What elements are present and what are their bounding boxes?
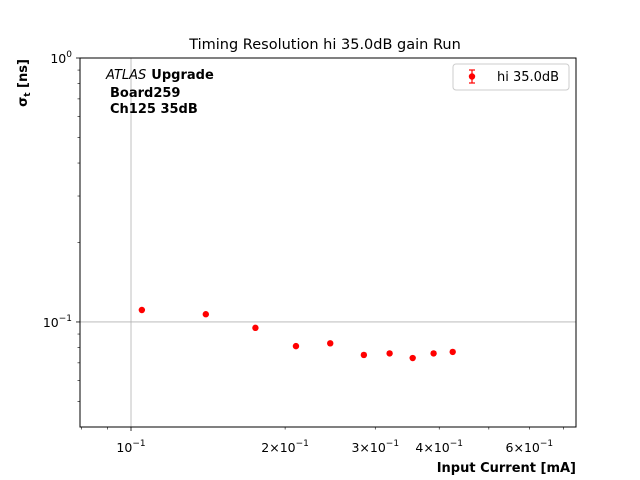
y-axis-label: σt [ns] (16, 59, 33, 107)
x-tick-label: 3×10−1 (351, 439, 399, 455)
plot-area-frame (79, 57, 577, 428)
legend: hi 35.0dB (452, 63, 570, 91)
y-tick-label: 100 (50, 50, 72, 66)
data-point (252, 324, 259, 332)
annotation-upgrade: Upgrade (151, 68, 214, 83)
x-tick-label: 10−1 (116, 439, 145, 455)
y-axis-label-subscript: t (23, 92, 33, 97)
x-axis-label: Input Current [mA] (437, 461, 576, 476)
annotation-line-1: ATLAS Upgrade (105, 68, 214, 83)
legend-label: hi 35.0dB (497, 70, 559, 85)
y-tick-label: 10−1 (43, 314, 72, 330)
legend-box (452, 63, 570, 91)
x-tick-label: 2×10−1 (261, 439, 309, 455)
data-point (449, 348, 456, 356)
annotation-atlas: ATLAS (105, 68, 146, 83)
data-point (386, 350, 393, 357)
data-point (327, 340, 334, 347)
data-point (202, 311, 210, 318)
annotation-board: Board259 (110, 86, 180, 101)
data-point (292, 342, 300, 350)
chart-title: Timing Resolution hi 35.0dB gain Run (188, 37, 461, 53)
x-tick-label: 6×10−1 (506, 439, 554, 455)
data-point (430, 350, 437, 357)
experiment-annotation: ATLAS Upgrade Board259 Ch125 35dB (105, 68, 214, 117)
x-tick-label: 4×10−1 (415, 439, 463, 455)
y-axis-label-symbol: σ (16, 97, 31, 107)
axis-ticks: 10−1 2×10−1 3×10−1 4×10−1 6×10−1 10−1 100 (43, 50, 564, 455)
legend-marker (468, 73, 476, 80)
annotation-channel: Ch125 35dB (110, 102, 198, 117)
data-point (138, 306, 146, 314)
data-point (360, 351, 368, 359)
data-points (138, 306, 456, 362)
y-axis-label-unit: [ns] (16, 59, 31, 92)
data-point (409, 354, 416, 362)
